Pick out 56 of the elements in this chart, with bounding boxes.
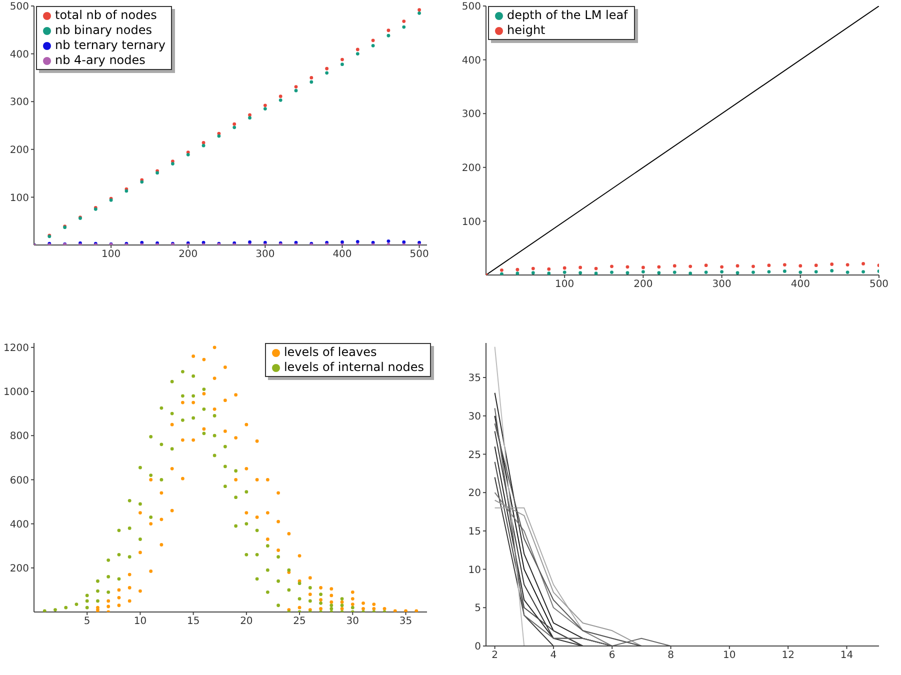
legend-label: levels of leaves: [284, 345, 377, 360]
x-tick-label: 300: [256, 249, 275, 260]
x-tick-label: 400: [332, 249, 352, 260]
y-tick-label: 200: [10, 144, 29, 156]
y-tick-label: 400: [10, 49, 29, 60]
x-tick-label: 35: [399, 616, 412, 628]
legend-label: depth of the LM leaf: [507, 8, 628, 23]
y-tick-label: 15: [468, 526, 481, 538]
y-tick-label: 200: [462, 162, 481, 174]
legend-label: nb ternary ternary: [55, 38, 166, 53]
x-tick-label: 8: [668, 650, 674, 662]
y-tick-label: 200: [10, 563, 29, 574]
x-tick-label: 500: [869, 279, 889, 290]
x-tick-label: 6: [608, 650, 616, 662]
x-tick-label: 500: [410, 249, 429, 260]
y-tick-label: 1200: [4, 342, 29, 354]
legend-label: total nb of nodes: [55, 8, 157, 23]
y-tick-label: 500: [462, 2, 481, 13]
y-tick-label: 35: [468, 373, 481, 384]
y-tick-label: 300: [462, 109, 481, 120]
x-tick-label: 100: [102, 249, 121, 260]
x-tick-label: 20: [240, 616, 253, 628]
x-tick-label: 5: [84, 616, 90, 628]
x-tick-label: 200: [178, 249, 198, 260]
x-tick-label: 10: [723, 650, 736, 662]
y-tick-label: 400: [10, 519, 29, 530]
x-tick-label: 15: [186, 616, 200, 628]
x-tick-label: 100: [555, 279, 574, 290]
legend-label: nb binary nodes: [55, 23, 152, 38]
y-tick-label: 600: [10, 475, 29, 486]
y-tick-label: 500: [10, 2, 29, 13]
x-tick-label: 400: [790, 279, 810, 290]
x-tick-label: 10: [134, 616, 147, 628]
x-tick-label: 2: [492, 650, 498, 662]
y-tick-label: 100: [462, 216, 481, 228]
y-tick-label: 30: [468, 411, 481, 422]
legend-label: height: [507, 23, 546, 38]
x-tick-label: 12: [782, 650, 794, 662]
y-tick-label: 5: [474, 603, 481, 614]
x-tick-label: 200: [634, 279, 653, 290]
y-tick-label: 0: [474, 642, 481, 653]
y-tick-label: 1000: [4, 387, 29, 398]
legend-label: levels of internal nodes: [284, 360, 424, 375]
y-tick-label: 20: [468, 488, 481, 500]
y-tick-label: 100: [10, 192, 29, 204]
x-tick-label: 300: [712, 279, 732, 290]
y-tick-label: 800: [10, 431, 29, 442]
x-tick-label: 30: [346, 616, 360, 628]
x-tick-label: 25: [293, 616, 306, 628]
y-tick-label: 300: [10, 97, 29, 108]
y-tick-label: 400: [462, 55, 481, 66]
y-tick-label: 25: [468, 450, 481, 461]
x-tick-label: 4: [550, 650, 557, 662]
legend-label: nb 4-ary nodes: [55, 53, 146, 68]
x-tick-label: 14: [840, 650, 854, 662]
y-tick-label: 10: [468, 564, 481, 576]
